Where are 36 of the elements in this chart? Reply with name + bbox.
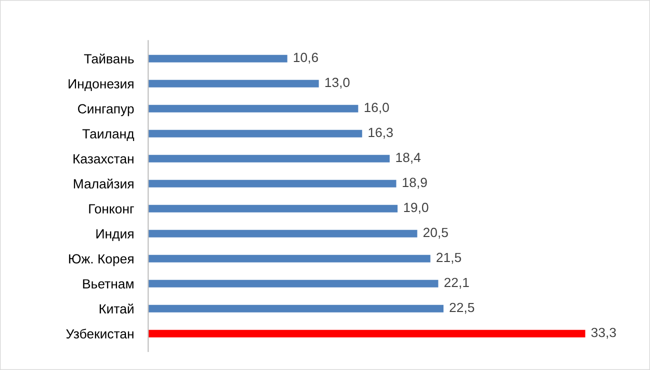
bar xyxy=(148,154,390,162)
data-label: 18,9 xyxy=(402,178,427,189)
y-tick-label: Гонконг xyxy=(89,204,134,214)
bar xyxy=(148,104,358,112)
data-label: 22,1 xyxy=(444,278,469,289)
data-label: 13,0 xyxy=(325,78,350,89)
data-label: 20,5 xyxy=(423,228,448,239)
y-tick-label: Индия xyxy=(96,229,134,242)
bar xyxy=(148,254,430,262)
bar xyxy=(148,204,398,212)
bar xyxy=(148,280,438,288)
y-tick-label: Вьетнам xyxy=(83,279,134,289)
y-tick-label: Тайвань xyxy=(84,54,134,64)
bar xyxy=(148,54,288,62)
y-tick-label: Казахстан xyxy=(74,154,134,164)
y-tick-label: Китай xyxy=(100,304,134,314)
data-label: 16,0 xyxy=(364,102,389,114)
data-label: 10,6 xyxy=(294,52,318,64)
data-label: 16,3 xyxy=(368,128,393,139)
bar xyxy=(148,304,444,312)
y-tick-label: Сингапур xyxy=(78,104,134,116)
data-label: 21,5 xyxy=(436,252,462,264)
y-tick-label: Малайзия xyxy=(74,178,134,189)
bar xyxy=(148,230,418,238)
bar xyxy=(148,330,586,338)
bar xyxy=(148,180,396,188)
data-label: 33,3 xyxy=(591,328,616,339)
y-tick-label: Узбекистан xyxy=(66,328,134,339)
data-label: 18,4 xyxy=(396,152,421,164)
data-label: 19,0 xyxy=(404,202,428,214)
y-tick-label: Юж. Корея xyxy=(69,254,134,266)
data-label: 22,5 xyxy=(450,302,474,314)
bar xyxy=(148,80,319,88)
y-tick-label: Индонезия xyxy=(68,79,134,91)
bar xyxy=(148,130,362,138)
y-tick-label: Таиланд xyxy=(82,129,134,141)
